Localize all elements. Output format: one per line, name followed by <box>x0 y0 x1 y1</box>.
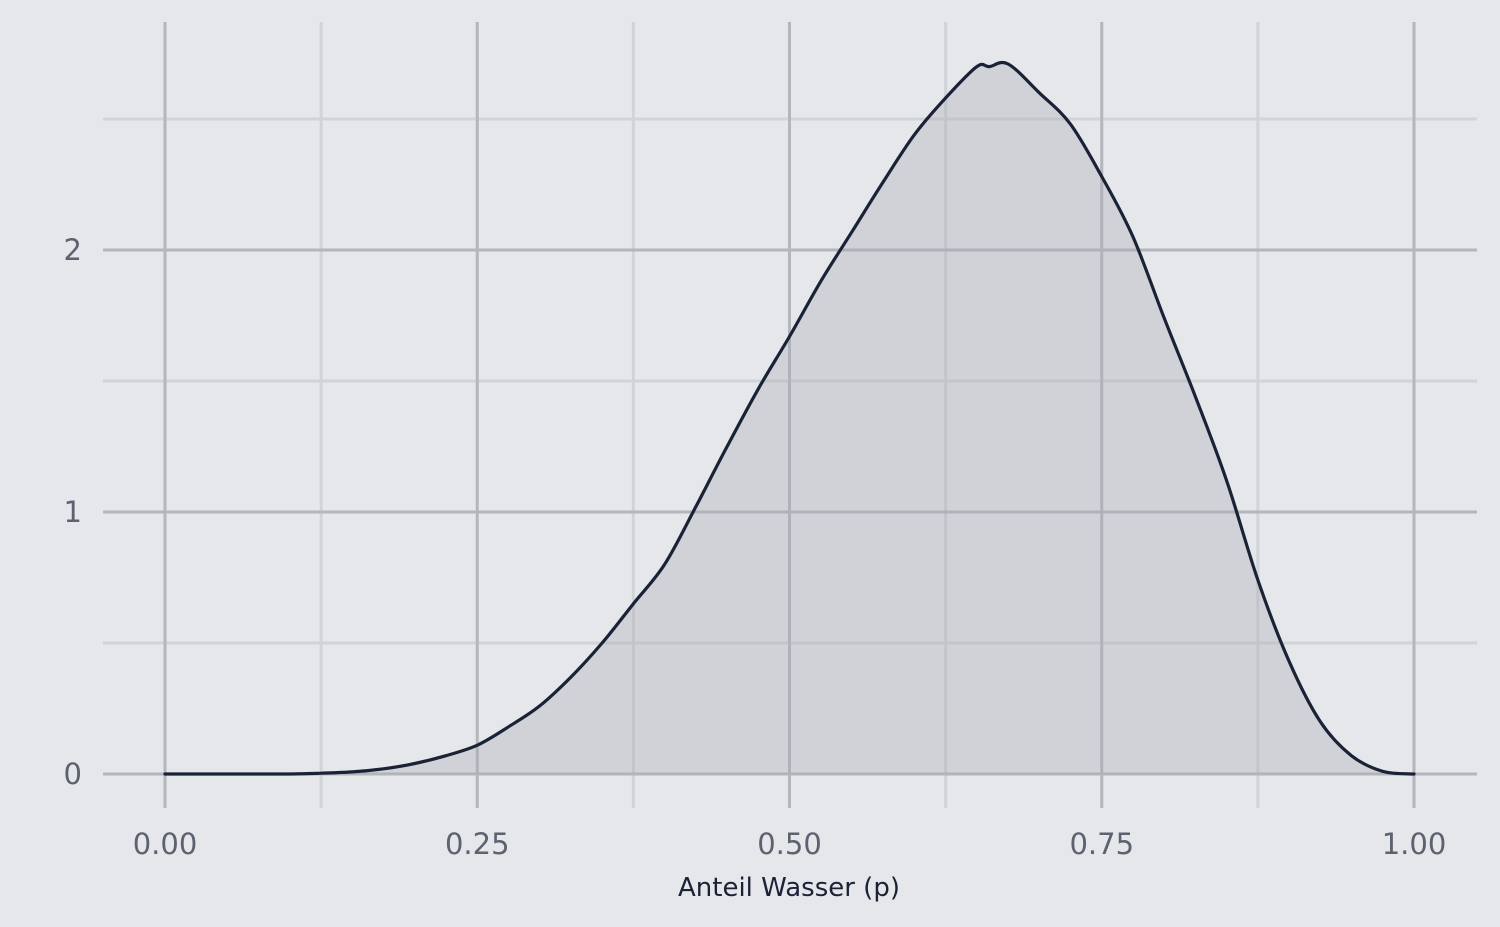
density-line <box>163 60 1416 776</box>
y-tick-label: 2 <box>64 233 82 267</box>
x-axis-tick-labels: 0.00 0.25 0.50 0.75 1.00 <box>133 827 1447 861</box>
x-axis-title: Anteil Wasser (p) <box>678 873 900 903</box>
y-tick-label: 0 <box>64 757 82 791</box>
y-axis-tick-labels: 0 1 2 <box>64 233 82 791</box>
x-tick-label: 0.75 <box>1069 827 1134 861</box>
y-tick-label: 1 <box>64 495 82 529</box>
density-area <box>165 62 1414 775</box>
x-tick-label: 1.00 <box>1382 827 1447 861</box>
major-gridlines <box>103 22 1477 808</box>
x-tick-label: 0.25 <box>445 827 510 861</box>
x-tick-label: 0.50 <box>757 827 822 861</box>
x-tick-label: 0.00 <box>133 827 198 861</box>
